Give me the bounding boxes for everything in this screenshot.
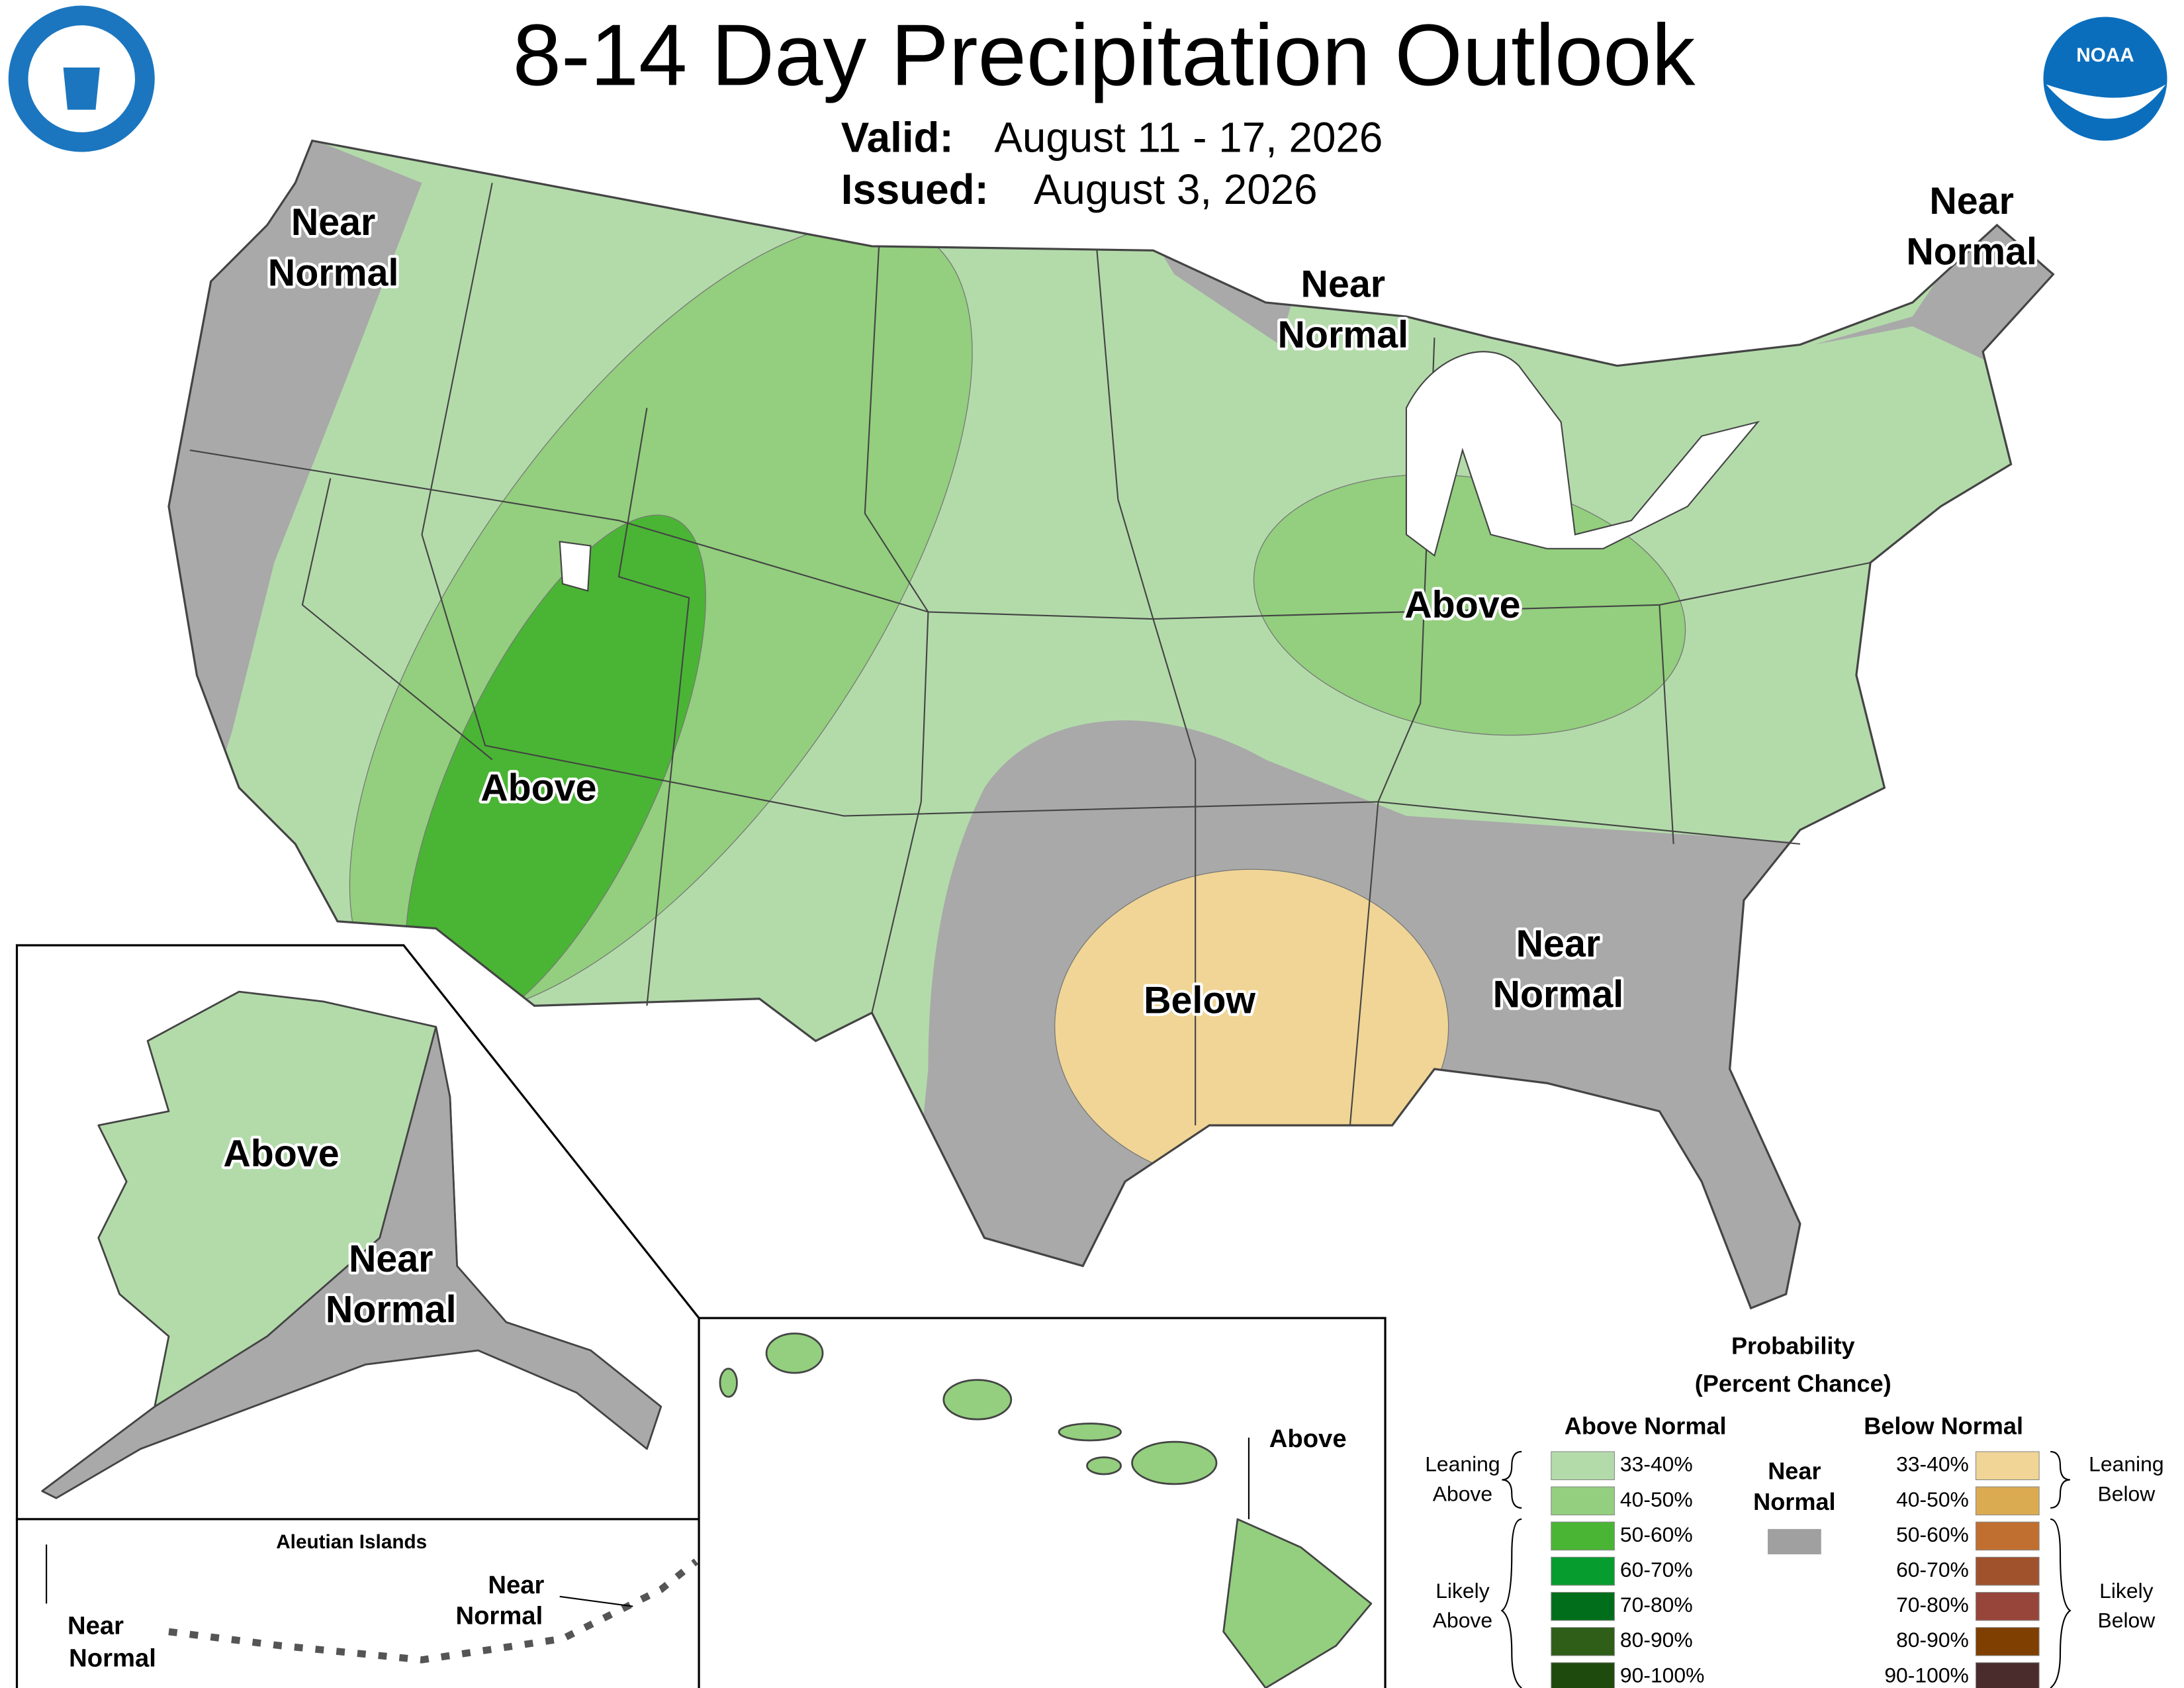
brace xyxy=(1500,1518,1522,1688)
legend-swatch xyxy=(1768,1528,1821,1555)
legend-title: Probability xyxy=(1731,1332,1855,1359)
brace xyxy=(1502,1450,1522,1509)
alaska-inset xyxy=(15,944,700,1688)
legend-header: Above Normal xyxy=(1565,1412,1727,1439)
region-label: Above xyxy=(223,1133,339,1175)
issued-label: Issued: xyxy=(841,165,989,213)
salt-lake xyxy=(559,540,592,592)
brace xyxy=(2050,1450,2070,1509)
legend-title: (Percent Chance) xyxy=(1695,1370,1891,1397)
region-label: Above xyxy=(1404,584,1520,626)
legend-range: 60-70% xyxy=(1896,1558,1969,1581)
valid-dates: August 11 - 17, 2026 xyxy=(994,113,1383,161)
legend: Probability (Percent Chance) Above Norma… xyxy=(1425,1332,2164,1688)
legend-group: Above xyxy=(1433,1609,1492,1632)
legend-range: 40-50% xyxy=(1620,1487,1693,1511)
region-label: Above xyxy=(480,767,596,809)
brace xyxy=(2050,1518,2071,1688)
legend-swatch xyxy=(1975,1521,2040,1551)
legend-swatch xyxy=(1975,1451,2040,1480)
legend-group: Leaning xyxy=(2089,1452,2163,1476)
legend-near: Near xyxy=(1768,1457,1821,1484)
legend-swatch xyxy=(1551,1591,1615,1621)
below-area xyxy=(1054,868,1449,1185)
region-label: Above xyxy=(1269,1425,1347,1453)
legend-near: Normal xyxy=(1753,1488,1835,1515)
commerce-seal xyxy=(8,5,155,152)
legend-swatch xyxy=(1975,1627,2040,1656)
near-normal-west xyxy=(168,140,422,844)
legend-swatch xyxy=(1551,1521,1615,1551)
legend-range: 80-90% xyxy=(1896,1628,1969,1652)
legend-group: Leaning xyxy=(1425,1452,1500,1476)
legend-range: 40-50% xyxy=(1896,1487,1969,1511)
legend-group: Likely xyxy=(1435,1579,1490,1603)
legend-range: 70-80% xyxy=(1896,1593,1969,1617)
region-label: Near Normal xyxy=(1906,180,2037,273)
great-lakes xyxy=(1405,351,1760,557)
legend-group: Below xyxy=(2097,1609,2156,1632)
noaa-logo: NOAA xyxy=(2043,17,2167,141)
legend-swatch xyxy=(1975,1662,2040,1688)
legend-swatch xyxy=(1551,1486,1615,1516)
region-label: Below xyxy=(1144,979,1255,1021)
legend-range: 50-60% xyxy=(1620,1523,1693,1546)
legend-swatch xyxy=(1551,1451,1615,1480)
region-label: Near Normal xyxy=(1277,263,1408,356)
legend-range: 90-100% xyxy=(1620,1663,1705,1687)
legend-swatch xyxy=(1975,1556,2040,1586)
legend-swatch xyxy=(1975,1591,2040,1621)
legend-swatch xyxy=(1975,1486,2040,1516)
legend-range: 60-70% xyxy=(1620,1558,1693,1581)
legend-range: 70-80% xyxy=(1620,1593,1693,1617)
legend-range: 33-40% xyxy=(1896,1452,1969,1476)
legend-header: Below Normal xyxy=(1864,1412,2023,1439)
legend-group: Below xyxy=(2097,1481,2156,1505)
legend-swatch xyxy=(1551,1556,1615,1586)
region-label: Near Normal xyxy=(268,201,399,294)
valid-label: Valid: xyxy=(841,113,954,161)
legend-range: 50-60% xyxy=(1896,1523,1969,1546)
hawaii-inset xyxy=(698,1317,1387,1688)
region-label: Near Normal xyxy=(68,1612,156,1673)
region-label: Near Normal xyxy=(1493,923,1624,1015)
state-lines xyxy=(189,183,1871,1126)
region-label: Near Normal xyxy=(455,1571,544,1630)
issued-date: August 3, 2026 xyxy=(1034,165,1318,213)
legend-group: Above xyxy=(1433,1481,1492,1505)
legend-range: 90-100% xyxy=(1884,1663,1969,1687)
legend-swatch xyxy=(1551,1662,1615,1688)
noaa-text: NOAA xyxy=(2076,44,2134,66)
legend-swatch xyxy=(1551,1627,1615,1656)
inset-title: Aleutian Islands xyxy=(276,1531,427,1553)
legend-group: Likely xyxy=(2099,1579,2154,1603)
legend-range: 80-90% xyxy=(1620,1628,1693,1652)
title: 8-14 Day Precipitation Outlook xyxy=(513,6,1696,103)
region-label: Near Normal xyxy=(326,1238,457,1331)
legend-range: 33-40% xyxy=(1620,1452,1693,1476)
